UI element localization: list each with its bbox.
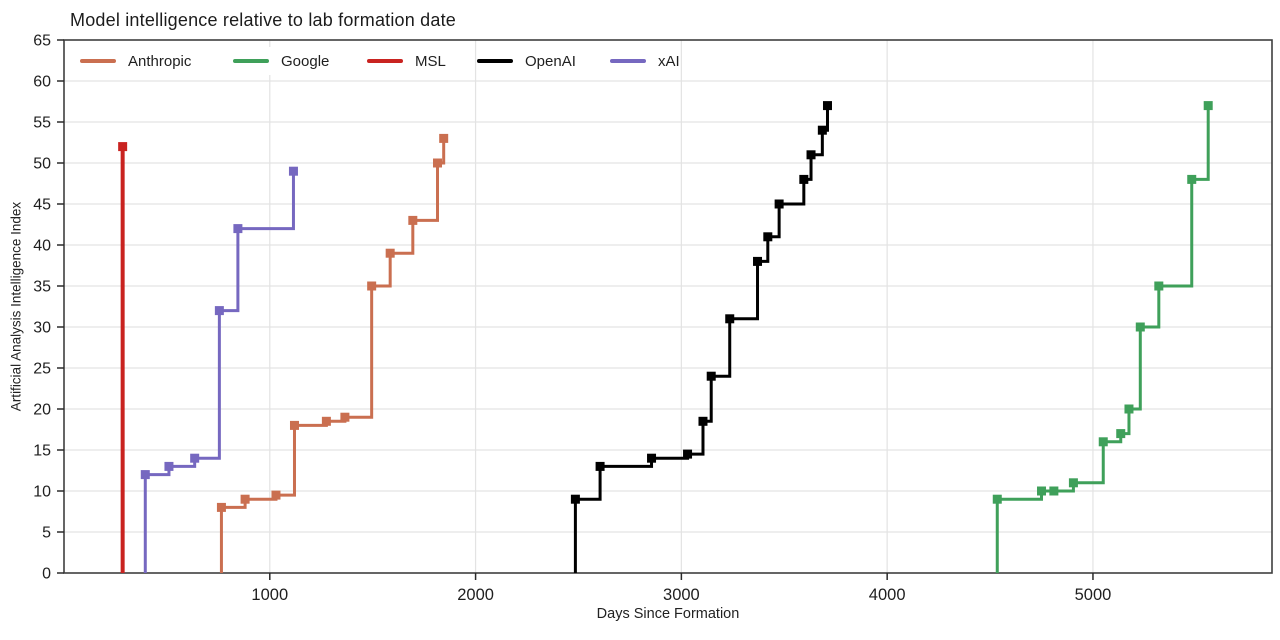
series-marker-openai xyxy=(774,199,784,209)
series-marker-google xyxy=(1154,281,1164,291)
series-marker-anthropic xyxy=(240,494,250,504)
legend-item-msl: MSL xyxy=(367,51,446,71)
series-marker-google xyxy=(1124,404,1134,414)
series-marker-openai xyxy=(725,314,735,324)
series-marker-google xyxy=(1203,101,1213,111)
x-tick-label: 4000 xyxy=(869,586,906,604)
legend-item-xai: xAI xyxy=(610,51,680,71)
legend-label: MSL xyxy=(415,52,446,70)
y-tick-label: 0 xyxy=(42,566,51,583)
legend-item-anthropic: Anthropic xyxy=(80,51,191,71)
series-marker-xai xyxy=(288,166,298,176)
series-marker-anthropic xyxy=(216,502,226,512)
y-tick-label: 35 xyxy=(33,279,51,296)
plot-border xyxy=(63,39,1273,574)
y-tick-label: 40 xyxy=(33,238,51,255)
x-tick-label: 5000 xyxy=(1075,586,1112,604)
series-marker-openai xyxy=(647,453,657,463)
series-marker-openai xyxy=(753,256,763,266)
series-marker-anthropic xyxy=(367,281,377,291)
legend-swatch-openai xyxy=(477,59,513,63)
legend-label: Anthropic xyxy=(128,52,192,70)
y-tick-label: 50 xyxy=(33,156,51,173)
legend-label: Google xyxy=(281,52,330,70)
series-marker-xai xyxy=(164,461,174,471)
x-tick-label: 1000 xyxy=(251,586,288,604)
series-marker-openai xyxy=(817,125,827,135)
y-tick-label: 65 xyxy=(33,33,51,50)
series-marker-anthropic xyxy=(385,248,395,258)
series-marker-xai xyxy=(233,224,243,234)
x-tick-label: 2000 xyxy=(457,586,494,604)
series-marker-anthropic xyxy=(433,158,443,168)
series-marker-anthropic xyxy=(408,215,418,225)
series-marker-google xyxy=(1049,486,1059,496)
series-marker-openai xyxy=(806,150,816,160)
series-marker-openai xyxy=(698,416,708,426)
series-marker-openai xyxy=(595,461,605,471)
legend-item-openai: OpenAI xyxy=(477,51,576,71)
legend-swatch-xai xyxy=(610,59,646,63)
series-line-openai xyxy=(573,105,829,573)
y-axis-title: Artificial Analysis Intelligence Index xyxy=(8,201,24,412)
series-marker-anthropic xyxy=(321,416,331,426)
y-tick-label: 60 xyxy=(33,74,51,91)
legend-label: xAI xyxy=(658,52,680,70)
series-marker-google xyxy=(1135,322,1145,332)
series-marker-google xyxy=(1037,486,1047,496)
y-tick-label: 25 xyxy=(33,361,51,378)
legend-swatch-msl xyxy=(367,59,403,63)
series-marker-openai xyxy=(799,174,809,184)
series-marker-xai xyxy=(140,470,150,480)
series-marker-xai xyxy=(190,453,200,463)
series-line-google xyxy=(995,105,1210,573)
series-marker-openai xyxy=(763,232,773,242)
y-tick-label: 15 xyxy=(33,443,51,460)
series-marker-openai xyxy=(706,371,716,381)
series-marker-openai xyxy=(822,101,832,111)
y-tick-label: 55 xyxy=(33,115,51,132)
series-marker-anthropic xyxy=(289,420,299,430)
series-marker-msl xyxy=(118,142,128,152)
legend-swatch-google xyxy=(233,59,269,63)
series-marker-openai xyxy=(683,449,693,459)
legend-item-google: Google xyxy=(233,51,329,71)
y-tick-label: 20 xyxy=(33,402,51,419)
series-line-xai xyxy=(143,171,295,573)
y-tick-label: 30 xyxy=(33,320,51,337)
y-tick-label: 45 xyxy=(33,197,51,214)
x-axis-title: Days Since Formation xyxy=(596,606,740,622)
y-tick-label: 5 xyxy=(42,525,51,542)
series-marker-google xyxy=(992,494,1002,504)
series-marker-anthropic xyxy=(340,412,350,422)
series-marker-google xyxy=(1116,429,1126,439)
legend-swatch-anthropic xyxy=(80,59,116,63)
series-marker-xai xyxy=(214,306,224,316)
series-marker-anthropic xyxy=(271,490,281,500)
y-tick-label: 10 xyxy=(33,484,51,501)
chart-title: Model intelligence relative to lab forma… xyxy=(70,10,457,30)
series-marker-google xyxy=(1068,478,1078,488)
legend-label: OpenAI xyxy=(525,52,576,70)
x-tick-label: 3000 xyxy=(663,586,700,604)
series-marker-google xyxy=(1187,174,1197,184)
series-marker-openai xyxy=(570,494,580,504)
series-marker-google xyxy=(1098,437,1108,447)
series-marker-anthropic xyxy=(439,133,449,143)
